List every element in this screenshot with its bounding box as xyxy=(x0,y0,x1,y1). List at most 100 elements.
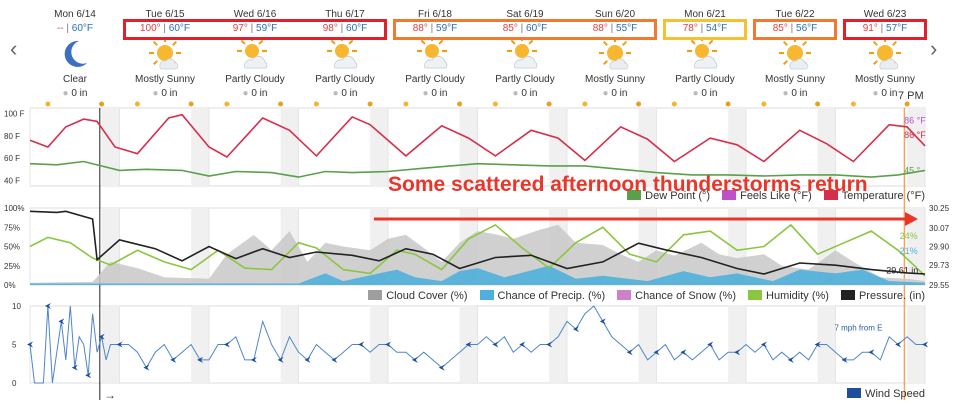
legend-label: Dew Point (°) xyxy=(645,190,711,202)
partly-cloudy-icon xyxy=(685,37,725,71)
chart-legend: Cloud Cover (%) Chance of Precip. (%) Chan… xyxy=(356,290,925,302)
day-column[interactable]: Mon 6/14 -- | 60°F Clear ● 0 in xyxy=(30,0,120,107)
night-band xyxy=(817,108,836,186)
day-column[interactable]: Wed 6/23 91° | 57°F Mostly Sunny ● 0 in xyxy=(840,0,930,107)
wind-direction-arrow xyxy=(492,341,499,348)
day-condition: Mostly Sunny xyxy=(854,74,916,85)
raindrop-icon: ● xyxy=(62,88,72,99)
day-condition: Mostly Sunny xyxy=(134,74,196,85)
low-temp: 60°F xyxy=(526,23,548,34)
day-condition: Partly Cloudy xyxy=(495,74,555,85)
day-precip: ● 0 in xyxy=(692,88,718,99)
sunrise-marker xyxy=(761,101,767,107)
percent-axis-tick: 75% xyxy=(4,223,20,232)
temp-axis-tick: 80 F xyxy=(4,132,20,141)
day-column[interactable]: Sun 6/20 88° | 55°F Mostly Sunny ● 0 in xyxy=(570,0,660,107)
sun-icon xyxy=(775,37,815,71)
night-band xyxy=(728,108,746,186)
day-date: Fri 6/18 xyxy=(418,9,452,20)
annotation-arrowhead xyxy=(905,212,918,226)
day-condition: Partly Cloudy xyxy=(225,74,285,85)
legend-item[interactable]: Humidity (%) xyxy=(748,290,829,302)
wind-direction-arrow xyxy=(438,364,445,371)
raindrop-icon: ● xyxy=(782,88,792,99)
wind-direction-arrow xyxy=(922,341,928,348)
day-temps: 98° | 60°F xyxy=(300,23,390,34)
high-temp: 88° xyxy=(412,23,428,34)
percent-axis-tick: 25% xyxy=(4,262,20,271)
raindrop-icon: ● xyxy=(422,88,432,99)
humidity-line xyxy=(29,223,926,277)
legend-item[interactable]: Pressure. (in) xyxy=(840,290,925,302)
wind-direction-arrow xyxy=(465,341,472,348)
sunrise-marker xyxy=(45,101,51,107)
legend-item[interactable]: Chance of Snow (%) xyxy=(617,290,736,302)
partly-cloudy-icon xyxy=(325,37,365,71)
legend-item[interactable]: Wind Speed xyxy=(847,388,925,400)
time-arrow-icon[interactable]: → xyxy=(104,388,116,402)
night-band xyxy=(728,306,746,383)
day-precip: ● 0 in xyxy=(332,88,358,99)
high-temp: 98° xyxy=(322,23,338,34)
raindrop-icon: ● xyxy=(332,88,342,99)
day-precip: ● 0 in xyxy=(602,88,628,99)
day-temps: 100° | 60°F xyxy=(120,23,210,34)
legend-item[interactable]: Chance of Precip. (%) xyxy=(479,290,605,302)
temp-separator: | xyxy=(697,23,707,34)
wind-direction-arrow xyxy=(44,303,51,309)
high-temp: 97° xyxy=(232,23,248,34)
partly-cloudy-icon xyxy=(235,37,275,71)
day-highlight-box xyxy=(843,19,927,40)
temp-series-line xyxy=(29,113,926,163)
wind-direction-arrow xyxy=(58,318,65,325)
day-highlight-box xyxy=(123,19,387,40)
legend-item[interactable]: Dew Point (°) xyxy=(627,190,710,202)
day-column[interactable]: Mon 6/21 78° | 54°F Partly Cloudy ● 0 in xyxy=(660,0,750,107)
pressure-axis-tick: 29.73 xyxy=(929,261,950,270)
raindrop-icon: ● xyxy=(152,88,162,99)
day-column[interactable]: Thu 6/17 98° | 60°F Partly Cloudy ● 0 in xyxy=(300,0,390,107)
sunset-marker xyxy=(725,101,731,107)
day-column[interactable]: Tue 6/22 85° | 56°F Mostly Sunny ● 0 in xyxy=(750,0,840,107)
pressure-axis-tick: 30.25 xyxy=(929,204,950,213)
low-temp: 60°F xyxy=(71,23,94,34)
legend-item[interactable]: Temperature (°F) xyxy=(823,190,925,202)
percent-axis-tick: 100% xyxy=(4,204,24,213)
next-arrow-icon[interactable]: › xyxy=(930,36,938,61)
wind-direction-arrow xyxy=(760,341,767,348)
day-column[interactable]: Fri 6/18 88° | 59°F Partly Cloudy ● 0 in xyxy=(390,0,480,107)
day-date: Wed 6/23 xyxy=(863,9,907,20)
day-temps: 78° | 54°F xyxy=(660,23,750,34)
legend-label: Humidity (%) xyxy=(766,290,829,302)
legend-item[interactable]: Feels Like (°F) xyxy=(722,190,812,202)
day-date: Mon 6/14 xyxy=(54,9,96,20)
day-date: Sat 6/19 xyxy=(506,9,544,20)
sunrise-marker xyxy=(224,101,230,107)
sun-icon xyxy=(595,37,635,71)
night-band xyxy=(191,108,209,186)
sunset-marker xyxy=(367,101,373,107)
wind-direction-arrow xyxy=(653,349,660,356)
day-condition: Mostly Sunny xyxy=(764,74,826,85)
temp-axis-tick: 100 F xyxy=(4,110,25,119)
temp-separator: | xyxy=(63,23,72,34)
time-label: 7 PM xyxy=(898,90,924,102)
night-band xyxy=(549,306,567,383)
sunrise-marker xyxy=(134,101,140,107)
wind-direction-arrow xyxy=(98,333,105,340)
temp-separator: | xyxy=(337,23,347,34)
high-temp: 85° xyxy=(502,23,518,34)
day-column[interactable]: Wed 6/16 97° | 59°F Partly Cloudy ● 0 in xyxy=(210,0,300,107)
day-column[interactable]: Sat 6/19 85° | 60°F Partly Cloudy ● 0 in xyxy=(480,0,570,107)
legend-item[interactable]: Cloud Cover (%) xyxy=(368,290,468,302)
legend-swatch xyxy=(748,290,763,300)
temp-value-label: 86 °F xyxy=(904,130,926,140)
wind-direction-arrow xyxy=(519,341,526,348)
wind-direction-arrow xyxy=(385,341,391,348)
prev-arrow-icon[interactable]: ‹ xyxy=(10,36,18,61)
day-temps: 85° | 56°F xyxy=(750,23,840,34)
sunset-marker xyxy=(815,101,821,107)
sunrise-marker xyxy=(671,101,677,107)
day-date: Thu 6/17 xyxy=(325,9,365,20)
wind-direction-arrow xyxy=(85,372,92,379)
